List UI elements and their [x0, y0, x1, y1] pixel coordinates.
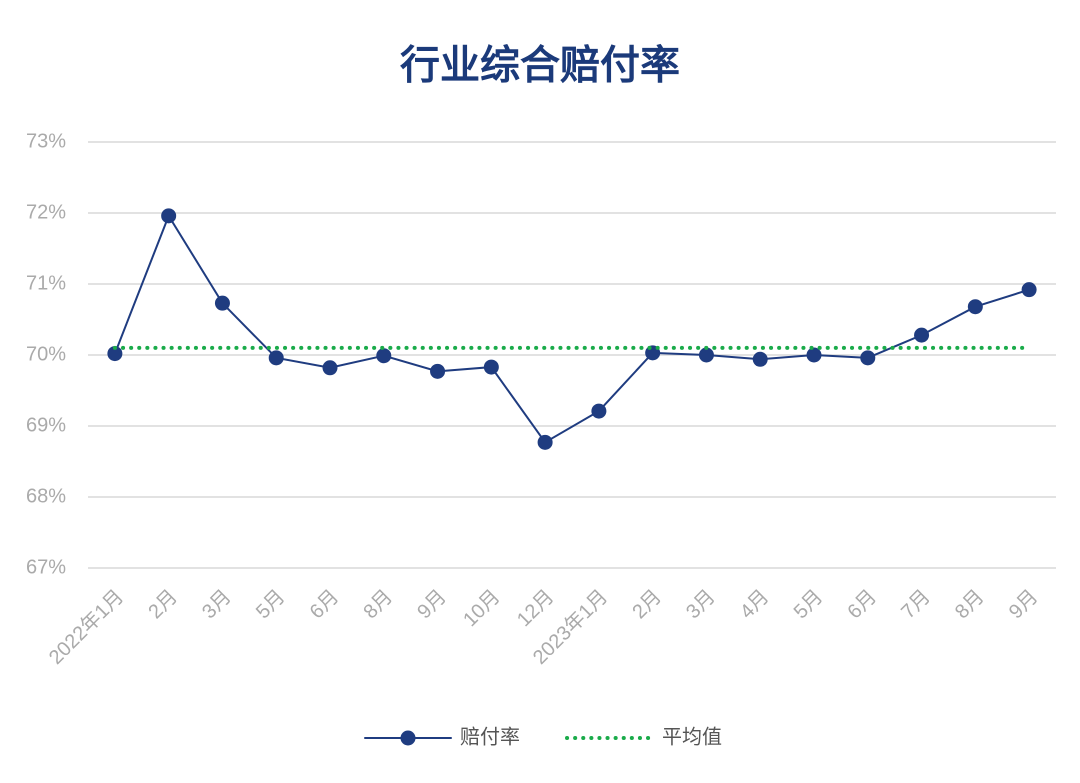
data-point [483, 359, 499, 375]
y-tick-label: 72% [26, 201, 66, 223]
x-tick-label: 5月 [790, 586, 828, 624]
y-tick-label: 70% [26, 343, 66, 365]
data-point [214, 295, 230, 311]
x-tick-label: 9月 [413, 586, 451, 624]
x-tick-label: 6月 [843, 586, 881, 624]
chart-title: 行业综合赔付率 [400, 44, 680, 88]
x-tick-label: 3月 [682, 586, 720, 624]
x-tick-label: 9月 [1005, 586, 1043, 624]
legend-label: 平均值 [662, 725, 722, 748]
data-point [698, 347, 714, 363]
data-point [806, 347, 822, 363]
x-tick-label: 4月 [736, 586, 774, 624]
x-tick-label: 12月 [513, 586, 558, 631]
data-point [322, 360, 338, 376]
data-point [430, 363, 446, 379]
x-tick-label: 8月 [951, 586, 989, 624]
data-point [107, 346, 123, 362]
y-tick-label: 67% [26, 556, 66, 578]
x-tick-label: 2022年1月 [44, 585, 128, 669]
x-tick-label: 8月 [359, 586, 397, 624]
y-tick-label: 68% [26, 485, 66, 507]
data-point [1021, 282, 1037, 298]
data-point [161, 208, 177, 224]
data-point [591, 403, 607, 419]
legend-marker [400, 730, 416, 746]
x-tick-label: 10月 [459, 586, 504, 631]
x-tick-label: 2月 [628, 586, 666, 624]
data-point [914, 327, 930, 343]
data-point [860, 350, 876, 366]
data-line [113, 213, 1031, 444]
data-point [752, 351, 768, 367]
y-tick-label: 71% [26, 272, 66, 294]
x-tick-label: 7月 [897, 586, 935, 624]
data-point [967, 299, 983, 315]
data-point [537, 434, 553, 450]
y-tick-label: 69% [26, 414, 66, 436]
y-tick-label: 73% [26, 130, 66, 152]
x-tick-label: 2月 [144, 586, 182, 624]
data-point [376, 348, 392, 364]
x-tick-label: 3月 [198, 586, 236, 624]
x-tick-label: 5月 [252, 586, 290, 624]
data-point [268, 350, 284, 366]
x-tick-label: 6月 [306, 586, 344, 624]
legend-label: 赔付率 [460, 725, 520, 748]
